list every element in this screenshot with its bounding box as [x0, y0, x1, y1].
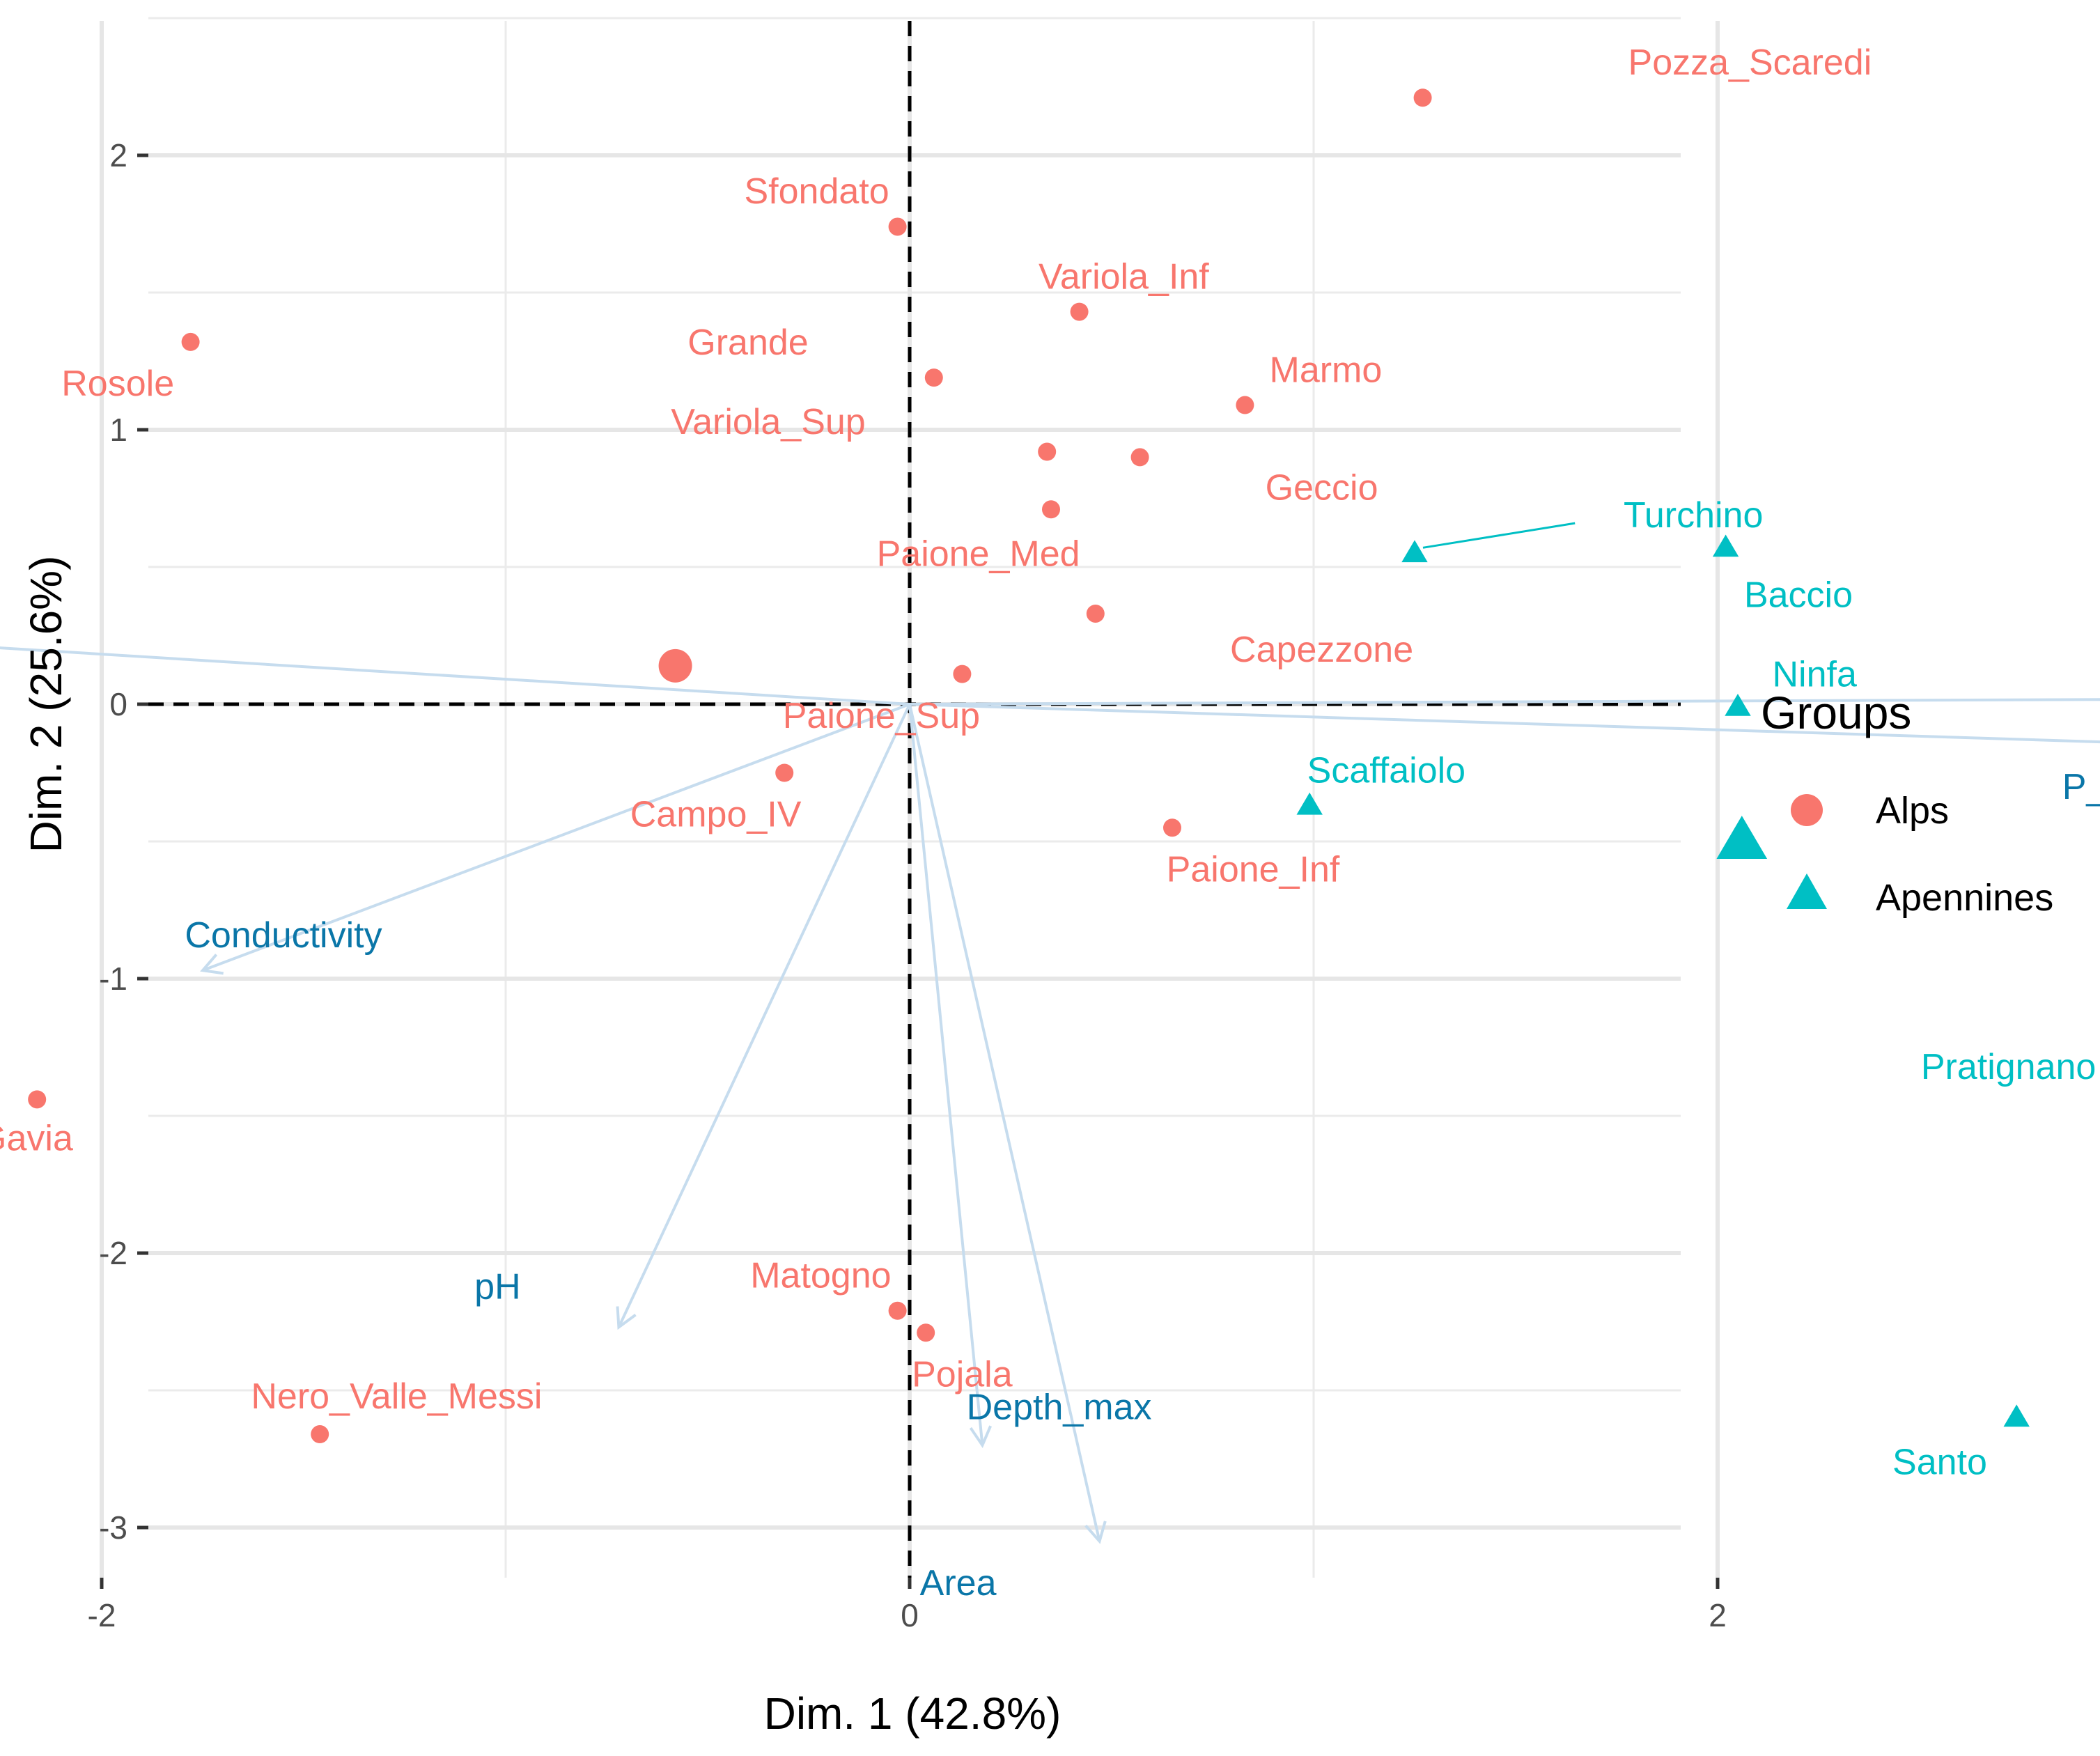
x-tick-label: 0	[901, 1597, 919, 1633]
point-grande	[924, 368, 943, 387]
var-label-area: Area	[920, 1563, 997, 1603]
arrowhead	[1084, 1521, 1107, 1544]
point-capezzone	[1086, 604, 1105, 623]
y-tick-label: 0	[109, 686, 127, 722]
arrowhead	[616, 1306, 637, 1330]
legend-label-apennines: Apennines	[1876, 877, 2053, 919]
label-nero-valle-messi: Nero_Valle_Messi	[251, 1376, 542, 1417]
label-turchino: Turchino	[1624, 495, 1763, 536]
point-sfondato	[888, 217, 907, 236]
point-scaffaiolo	[1296, 792, 1323, 815]
arrow-p-mean	[909, 703, 2100, 744]
var-label-ph: pH	[474, 1266, 520, 1307]
y-tick-label: -2	[99, 1235, 127, 1271]
label-variola-sup: Variola_Sup	[671, 402, 865, 442]
point-nero-valle-messi	[311, 1425, 329, 1444]
leader-line	[1422, 522, 1576, 549]
point-matogno	[888, 1301, 907, 1320]
legend-title: Groups	[1761, 687, 1911, 738]
y-axis-title: Dim. 2 (25.6%)	[21, 556, 71, 853]
label-paione-sup: Paione_Sup	[783, 696, 980, 736]
point-santo	[2003, 1404, 2030, 1427]
y-tick-label: -3	[99, 1509, 127, 1546]
arrow-area	[908, 704, 1101, 1542]
point-marmo	[1236, 396, 1254, 414]
arrow-altitude	[0, 646, 910, 706]
label-santo: Santo	[1892, 1442, 1987, 1482]
arrow-t-mean	[909, 698, 2100, 706]
point-turchino	[1401, 540, 1428, 563]
label-pojala: Pojala	[912, 1354, 1013, 1394]
point-variola-sup	[1038, 442, 1057, 461]
label-scaffaiolo: Scaffaiolo	[1307, 751, 1465, 791]
point-geccio	[1130, 448, 1149, 467]
var-label-depth-max: Depth_max	[967, 1388, 1152, 1428]
point-paione-sup	[953, 665, 972, 683]
variable-labels: AltitudeT_meanP_meanConductivitypHDepth_…	[185, 767, 2100, 1603]
label-capezzone: Capezzone	[1230, 630, 1413, 670]
label-paione-med: Paione_Med	[877, 534, 1080, 574]
x-tick-label: -2	[88, 1597, 116, 1633]
point-paione-inf	[1163, 818, 1181, 837]
point-bianco-gavia	[28, 1090, 47, 1109]
label-baccio: Baccio	[1744, 575, 1853, 615]
legend-key-apennines	[1787, 873, 1827, 909]
label-variola-inf: Variola_Inf	[1039, 256, 1209, 297]
point-labels: Pozza_Scaredi Sfondato Variola_Inf Rosole Gr…	[0, 42, 2096, 1482]
arrow-conductivity	[202, 703, 910, 972]
label-ninfa: Ninfa	[1772, 655, 1856, 695]
point-paione-med	[1042, 500, 1060, 519]
legend: Groups Alps Apennines	[1761, 687, 2053, 919]
label-marmo: Marmo	[1270, 350, 1383, 390]
label-paione-inf: Paione_Inf	[1167, 849, 1340, 889]
point-ninfa	[1725, 693, 1751, 716]
point-baccio	[1712, 534, 1739, 557]
x-axis-title: Dim. 1 (42.8%)	[764, 1688, 1061, 1739]
y-tick-label: 1	[109, 412, 127, 448]
point-variola-inf	[1070, 302, 1089, 321]
x-tick-label: 2	[1709, 1597, 1727, 1633]
centroid-alps	[658, 648, 692, 683]
label-rosole: Rosole	[61, 364, 174, 404]
sample-points	[28, 88, 2030, 1444]
label-sfondato: Sfondato	[745, 171, 889, 212]
label-campo-iv: Campo_IV	[630, 795, 802, 835]
label-geccio: Geccio	[1266, 468, 1378, 508]
arrowhead	[200, 954, 224, 975]
label-grande: Grande	[687, 323, 808, 363]
legend-label-alps: Alps	[1876, 790, 1949, 832]
var-label-p-mean: P_mean	[2062, 767, 2100, 807]
legend-key-alps	[1791, 794, 1823, 826]
label-pratignano: Pratignano	[1921, 1047, 2097, 1087]
label-matogno: Matogno	[750, 1256, 891, 1296]
variable-arrows	[0, 646, 2100, 1544]
axis-ticks: -2 0 2 2 1 0 -1 -2 -3	[88, 137, 1727, 1633]
point-campo-iv	[775, 763, 794, 782]
point-rosole	[181, 332, 200, 351]
point-pozza-scaredi	[1413, 88, 1432, 107]
y-tick-label: 2	[109, 137, 127, 173]
arrow-depth-max	[908, 704, 984, 1445]
var-label-conductivity: Conductivity	[185, 915, 382, 956]
arrow-ph	[617, 704, 911, 1328]
label-bianco-gavia: Bianco_Gavia	[0, 1119, 73, 1159]
centroid-apennines	[1716, 816, 1768, 859]
point-pojala	[917, 1323, 935, 1342]
arrowhead	[969, 1425, 992, 1448]
label-pozza-scaredi: Pozza_Scaredi	[1628, 42, 1872, 83]
y-tick-label: -1	[99, 961, 127, 997]
